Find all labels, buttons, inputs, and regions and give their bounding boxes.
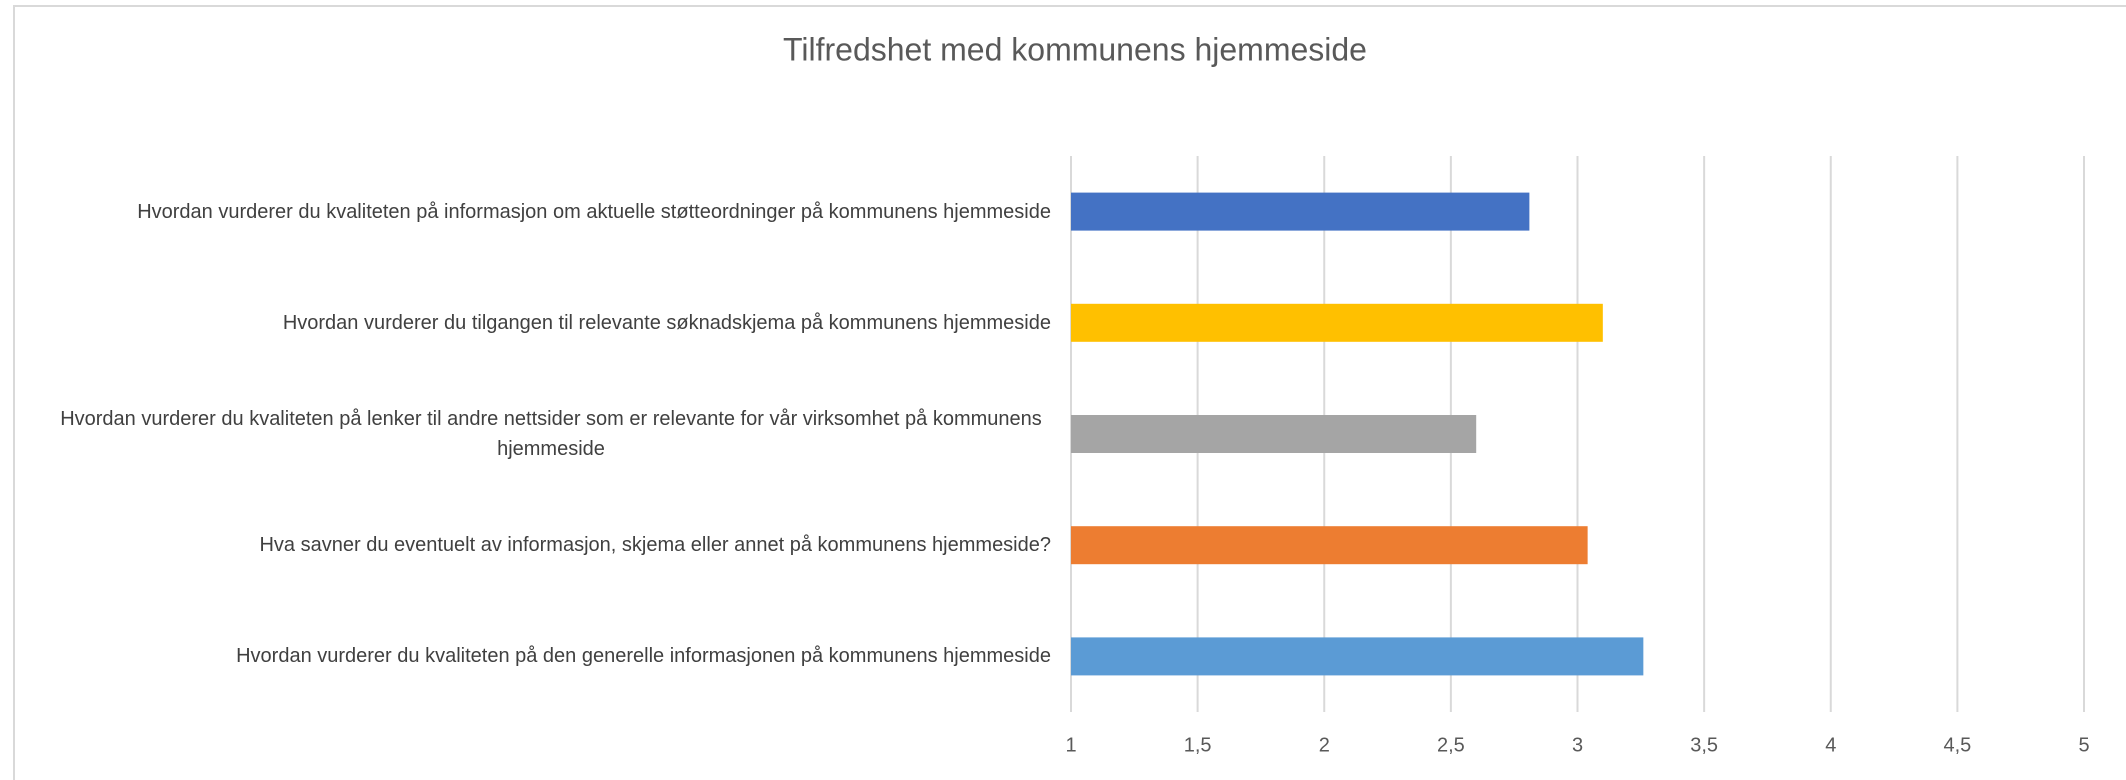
bar	[1071, 192, 1530, 231]
x-tick-label: 4,5	[1943, 734, 1971, 756]
y-tick-label: Hvordan vurderer du kvaliteten på inform…	[137, 200, 1051, 223]
x-tick-label: 2	[1319, 734, 1330, 756]
x-tick-label: 1,5	[1184, 734, 1212, 756]
y-tick-label: Hvordan vurderer du tilgangen til releva…	[282, 311, 1051, 334]
y-tick-label: Hvordan vurderer du kvaliteten på lenker…	[60, 408, 1042, 460]
x-tick-label: 3,5	[1690, 734, 1718, 756]
x-tick-label: 1	[1065, 734, 1076, 756]
y-tick-label: Hva savner du eventuelt av informasjon, …	[259, 534, 1051, 557]
y-tick-label: Hvordan vurderer du kvaliteten på den ge…	[236, 645, 1051, 668]
bar	[1071, 303, 1603, 342]
x-tick-label: 2,5	[1437, 734, 1465, 756]
chart-title: Tilfredshet med kommunens hjemmeside	[783, 31, 1367, 67]
x-tick-label: 5	[2078, 734, 2089, 756]
x-tick-label: 4	[1825, 734, 1836, 756]
bar	[1071, 415, 1477, 453]
x-tick-label: 3	[1572, 734, 1583, 756]
bar	[1071, 526, 1588, 565]
bar	[1071, 637, 1644, 676]
